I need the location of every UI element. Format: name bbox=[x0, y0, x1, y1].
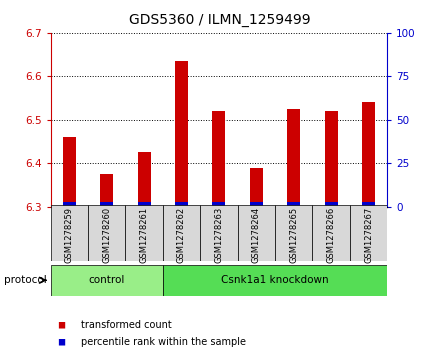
Bar bbox=[325, 111, 337, 207]
Text: GSM1278265: GSM1278265 bbox=[289, 207, 298, 263]
Bar bbox=[125, 205, 163, 261]
Bar bbox=[350, 205, 387, 261]
Bar bbox=[325, 202, 337, 207]
Bar bbox=[100, 174, 113, 207]
Text: transformed count: transformed count bbox=[81, 320, 172, 330]
Text: percentile rank within the sample: percentile rank within the sample bbox=[81, 337, 246, 347]
Text: GDS5360 / ILMN_1259499: GDS5360 / ILMN_1259499 bbox=[129, 13, 311, 27]
Bar bbox=[138, 202, 150, 207]
Bar bbox=[163, 265, 387, 296]
Bar bbox=[275, 205, 312, 261]
Bar bbox=[362, 102, 375, 207]
Bar bbox=[63, 137, 76, 207]
Text: GSM1278260: GSM1278260 bbox=[102, 207, 111, 263]
Bar bbox=[175, 202, 188, 207]
Text: GSM1278262: GSM1278262 bbox=[177, 207, 186, 263]
Text: GSM1278266: GSM1278266 bbox=[326, 207, 336, 263]
Bar bbox=[175, 61, 188, 207]
Bar bbox=[100, 202, 113, 207]
Text: GSM1278264: GSM1278264 bbox=[252, 207, 261, 263]
Text: GSM1278263: GSM1278263 bbox=[214, 207, 224, 263]
Bar bbox=[200, 205, 238, 261]
Bar bbox=[250, 168, 263, 207]
Bar bbox=[250, 202, 263, 207]
Text: GSM1278259: GSM1278259 bbox=[65, 207, 74, 263]
Text: protocol: protocol bbox=[4, 275, 47, 285]
Text: ◼: ◼ bbox=[57, 337, 65, 347]
Bar bbox=[238, 205, 275, 261]
Text: control: control bbox=[88, 276, 125, 285]
Bar bbox=[362, 202, 375, 207]
Bar bbox=[138, 152, 150, 207]
Bar bbox=[213, 111, 225, 207]
Text: Csnk1a1 knockdown: Csnk1a1 knockdown bbox=[221, 276, 329, 285]
Bar bbox=[312, 205, 350, 261]
Bar bbox=[51, 205, 88, 261]
Text: ◼: ◼ bbox=[57, 320, 65, 330]
Bar bbox=[63, 202, 76, 207]
Text: GSM1278267: GSM1278267 bbox=[364, 207, 373, 263]
Bar bbox=[51, 265, 163, 296]
Bar bbox=[287, 109, 300, 207]
Text: GSM1278261: GSM1278261 bbox=[139, 207, 149, 263]
Bar bbox=[213, 202, 225, 207]
Bar bbox=[163, 205, 200, 261]
Bar bbox=[88, 205, 125, 261]
Bar bbox=[287, 202, 300, 207]
